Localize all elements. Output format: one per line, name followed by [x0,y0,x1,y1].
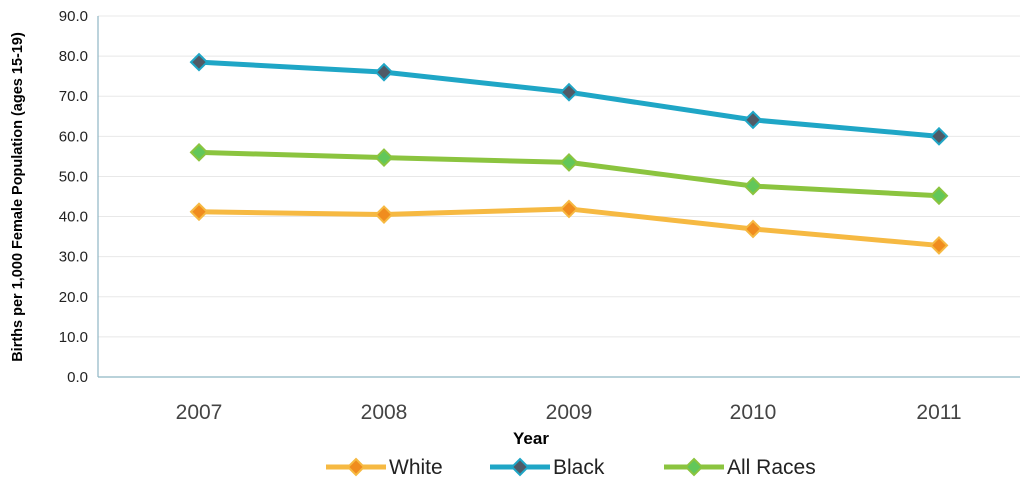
legend-label: White [389,456,443,479]
data-point-marker [374,62,394,82]
y-tick-label: 30.0 [59,249,88,266]
y-tick-label: 80.0 [59,48,88,65]
series-black [189,52,949,146]
data-point-marker [743,219,763,239]
x-tick-label: 2011 [916,401,961,424]
series-white [189,199,949,255]
data-point-marker [374,205,394,224]
y-axis-title: Births per 1,000 Female Population (ages… [10,32,26,362]
data-point-marker [559,152,579,172]
y-tick-label: 50.0 [59,168,88,185]
legend-swatch-marker [684,457,704,477]
y-tick-label: 20.0 [59,289,88,306]
y-axis-ticks: 0.0 10.0 20.0 30.0 40.0 50.0 60.0 70.0 80.0 90.0 [59,8,88,386]
y-tick-label: 60.0 [59,128,88,145]
legend: White Black All Races [326,456,816,479]
data-point-marker [559,199,579,219]
y-tick-label: 40.0 [59,209,88,226]
data-point-marker [743,110,763,130]
x-tick-label: 2007 [176,401,223,424]
legend-item: All Races [664,456,816,479]
gridlines [97,15,1020,378]
y-tick-label: 90.0 [59,8,88,25]
data-point-marker [189,202,209,222]
y-tick-label: 10.0 [59,329,88,346]
x-tick-label: 2008 [361,401,408,424]
legend-label: All Races [727,456,816,479]
data-point-marker [929,186,949,206]
legend-item: Black [490,456,605,479]
legend-swatch-marker [346,457,366,477]
data-point-marker [189,142,209,162]
x-axis-ticks: 2007 2008 2009 2010 2011 [176,401,962,424]
legend-item: White [326,456,443,479]
x-tick-label: 2010 [730,401,777,424]
series-all-races [189,142,949,206]
x-axis-title: Year [513,429,549,448]
data-point-marker [189,52,209,72]
y-tick-label: 0.0 [67,369,88,386]
legend-swatch-marker [510,457,530,477]
y-tick-label: 70.0 [59,88,88,105]
data-point-marker [559,82,579,102]
data-point-marker [929,126,949,146]
data-point-marker [374,148,394,168]
x-tick-label: 2009 [546,401,593,424]
series-layer [189,52,949,255]
legend-label: Black [553,456,605,479]
data-point-marker [929,236,949,255]
data-point-marker [743,176,763,196]
